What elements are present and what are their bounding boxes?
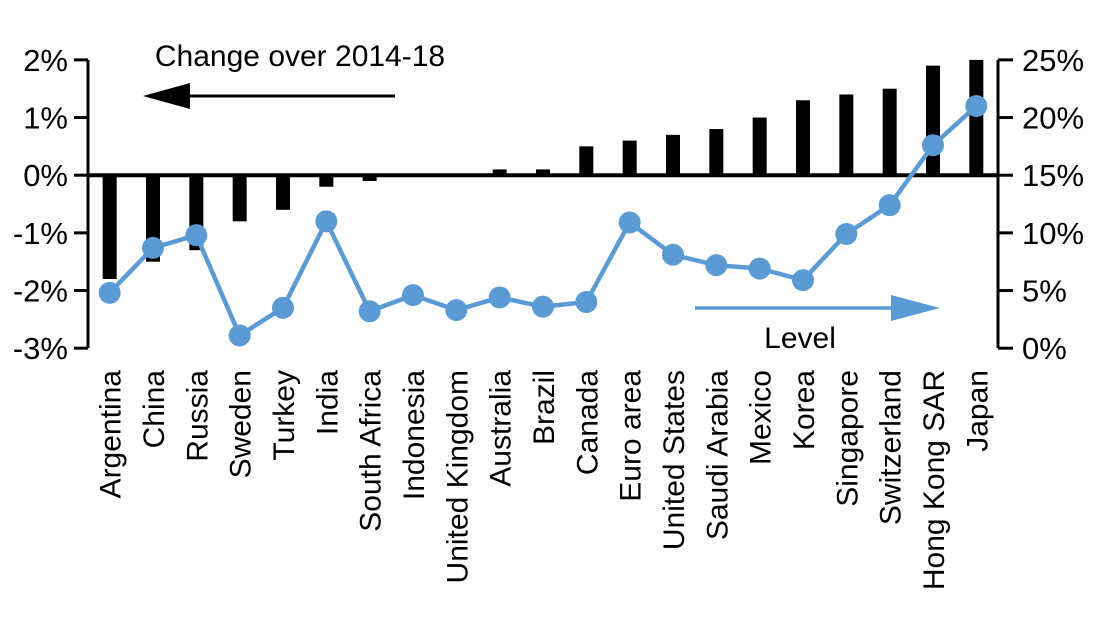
x-axis-label-canada: Canada bbox=[571, 370, 604, 475]
bar-singapore bbox=[839, 94, 854, 176]
left-axis-tick-label: -1% bbox=[13, 216, 68, 251]
level-marker-mexico bbox=[748, 257, 771, 280]
bar-brazil bbox=[536, 169, 550, 176]
bar-switzerland bbox=[882, 88, 897, 176]
left-axis-tick-label: 1% bbox=[23, 101, 68, 136]
x-axis-label-mexico: Mexico bbox=[745, 370, 778, 465]
bar-sweden bbox=[232, 175, 247, 222]
bar-japan bbox=[969, 59, 984, 176]
level-marker-euro-area bbox=[618, 211, 641, 234]
left-arrow-icon bbox=[143, 83, 395, 109]
level-marker-switzerland bbox=[878, 194, 901, 217]
x-axis-label-russia: Russia bbox=[181, 370, 214, 462]
right-axis-tick-label: 20% bbox=[1022, 101, 1084, 136]
x-axis-label-hong-kong-sar: Hong Kong SAR bbox=[918, 370, 951, 590]
level-marker-singapore bbox=[835, 223, 858, 246]
x-axis-label-india: India bbox=[311, 370, 344, 435]
x-axis-label-korea: Korea bbox=[788, 370, 821, 450]
bar-mexico bbox=[752, 117, 767, 176]
left-axis-tick-label: -3% bbox=[13, 331, 68, 366]
bar-korea bbox=[796, 100, 810, 176]
x-axis-label-south-africa: South Africa bbox=[355, 370, 388, 532]
level-marker-china bbox=[142, 236, 164, 259]
bar-euro-area bbox=[622, 140, 637, 176]
level-marker-indonesia bbox=[402, 284, 424, 307]
right-axis-tick-label: 15% bbox=[1022, 158, 1084, 193]
level-marker-south-africa bbox=[358, 300, 381, 323]
bar-australia bbox=[492, 169, 507, 176]
bar-turkey bbox=[276, 175, 290, 210]
right-axis-tick-label: 0% bbox=[1022, 331, 1067, 366]
level-marker-united-states bbox=[662, 243, 684, 266]
x-axis-label-euro-area: Euro area bbox=[615, 370, 648, 502]
x-axis-label-sweden: Sweden bbox=[225, 370, 258, 478]
chart-plot: 2% 1% 0% -1% -2% -3% 25% 20% 15% 10% 5% 0% Argentina… bbox=[13, 43, 1084, 590]
left-axis-tick-label: 2% bbox=[23, 43, 68, 78]
level-annotation-label: Level bbox=[764, 322, 836, 355]
level-marker-korea bbox=[792, 269, 814, 292]
change-annotation-label: Change over 2014-18 bbox=[155, 40, 445, 73]
x-axis-label-turkey: Turkey bbox=[268, 370, 301, 461]
x-axis-label-saudi-arabia: Saudi Arabia bbox=[701, 370, 734, 540]
left-axis-tick-label: -2% bbox=[13, 274, 68, 309]
right-axis-tick-label: 5% bbox=[1022, 274, 1067, 309]
level-marker-saudi-arabia bbox=[705, 254, 728, 277]
right-axis-tick-label: 10% bbox=[1022, 216, 1084, 251]
right-axis-tick-label: 25% bbox=[1022, 43, 1084, 78]
level-marker-russia bbox=[185, 224, 208, 247]
level-marker-sweden bbox=[228, 324, 251, 347]
x-axis-label-china: China bbox=[138, 370, 171, 449]
level-marker-japan bbox=[965, 95, 988, 118]
level-marker-hong-kong-sar bbox=[922, 134, 944, 157]
level-marker-australia bbox=[488, 286, 511, 309]
level-marker-brazil bbox=[532, 295, 554, 318]
bar-south-africa bbox=[362, 175, 377, 181]
bar-hong-kong-sar bbox=[926, 65, 940, 176]
bar-united-states bbox=[666, 134, 680, 176]
x-axis-label-united-states: United States bbox=[658, 370, 691, 550]
bar-argentina bbox=[102, 175, 117, 279]
bar-india bbox=[319, 175, 334, 187]
right-arrow-icon bbox=[695, 295, 940, 321]
level-marker-turkey bbox=[272, 296, 294, 319]
x-axis-label-argentina: Argentina bbox=[95, 370, 128, 499]
x-axis-label-australia: Australia bbox=[485, 370, 518, 487]
x-axis-label-united-kingdom: United Kingdom bbox=[441, 370, 474, 583]
x-axis-label-singapore: Singapore bbox=[831, 370, 864, 507]
x-axis-label-japan: Japan bbox=[961, 370, 994, 452]
level-marker-united-kingdom bbox=[445, 299, 468, 322]
left-axis-tick-label: 0% bbox=[23, 158, 68, 193]
level-marker-argentina bbox=[98, 281, 121, 304]
level-marker-india bbox=[315, 210, 338, 233]
bar-saudi-arabia bbox=[709, 129, 724, 176]
x-axis-label-indonesia: Indonesia bbox=[398, 370, 431, 500]
level-marker-canada bbox=[575, 291, 598, 314]
x-axis-label-switzerland: Switzerland bbox=[875, 370, 908, 525]
bar-canada bbox=[579, 146, 594, 176]
x-axis-label-brazil: Brazil bbox=[528, 370, 561, 445]
